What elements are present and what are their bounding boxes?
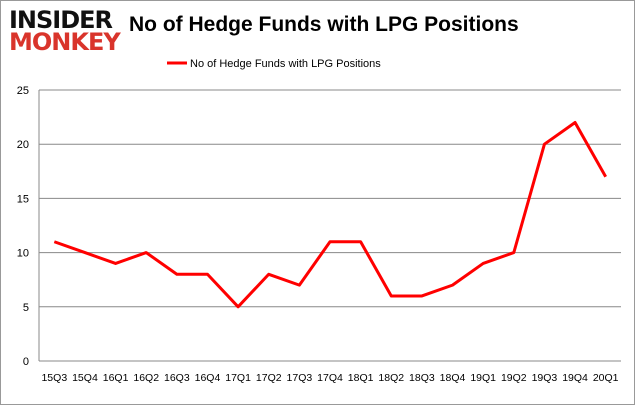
series-line [53,121,607,309]
x-tick-label: 15Q3 [41,372,67,384]
x-tick-label: 18Q3 [409,372,435,384]
y-tick-label: 0 [23,356,29,368]
x-tick-label: 19Q4 [562,372,588,384]
y-tick-label: 25 [17,85,29,97]
legend-label: No of Hedge Funds with LPG Positions [190,58,381,70]
x-tick-label: 18Q2 [378,372,404,384]
chart-title: No of Hedge Funds with LPG Positions [129,13,519,36]
x-tick-label: 19Q2 [501,372,527,384]
y-tick-label: 20 [17,139,29,151]
x-tick-label: 16Q4 [195,372,221,384]
x-tick-label: 17Q4 [317,372,343,384]
x-tick-label: 20Q1 [593,372,619,384]
x-tick-label: 19Q1 [470,372,496,384]
x-tick-label: 16Q2 [133,372,159,384]
x-tick-label: 16Q1 [103,372,129,384]
y-tick-label: 15 [17,193,29,205]
y-tick-label: 10 [17,248,29,260]
x-tick-label: 17Q1 [225,372,251,384]
x-tick-label: 19Q3 [532,372,558,384]
x-tick-label: 17Q3 [287,372,313,384]
insider-monkey-logo: INSIDER MONKEY [9,6,121,56]
x-tick-label: 18Q4 [440,372,466,384]
x-tick-label: 16Q3 [164,372,190,384]
x-tick-label: 18Q1 [348,372,374,384]
x-tick-label: 15Q4 [72,372,98,384]
x-tick-label: 17Q2 [256,372,282,384]
y-tick-label: 5 [23,302,29,314]
